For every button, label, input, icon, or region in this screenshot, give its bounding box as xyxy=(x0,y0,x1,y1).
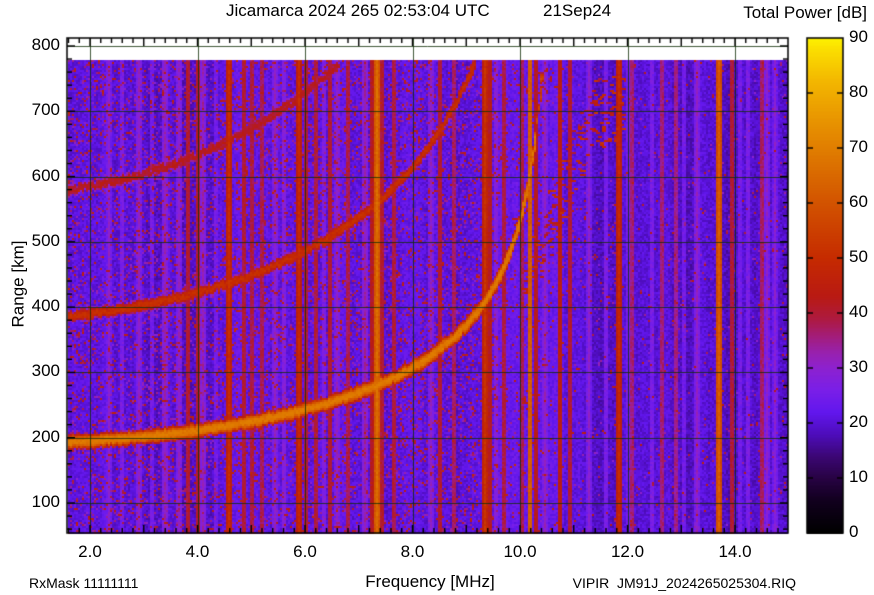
y-tick-label: 200 xyxy=(31,426,60,446)
colorbar-tick-label: 60 xyxy=(849,192,868,211)
x-tick-label: 4.0 xyxy=(185,542,210,561)
colorbar-tick-label: 40 xyxy=(849,302,868,321)
colorbar-tick-label: 70 xyxy=(849,137,868,156)
colorbar-tick-label: 80 xyxy=(849,82,868,101)
colorbar-title: Total Power [dB] xyxy=(743,3,867,22)
rx-mask-label: RxMask 11111111 xyxy=(29,575,139,591)
y-tick-label: 100 xyxy=(31,492,60,511)
x-tick-label: 12.0 xyxy=(610,542,645,561)
y-tick-label: 600 xyxy=(31,165,60,185)
y-tick-label: 700 xyxy=(31,100,60,120)
colorbar-tick-label: 50 xyxy=(849,247,868,266)
plot-date: 21Sep24 xyxy=(543,1,612,20)
colorbar-tick-label: 10 xyxy=(849,467,868,486)
colorbar-tick-label: 30 xyxy=(849,357,868,376)
x-tick-label: 14.0 xyxy=(718,542,752,561)
colorbar-tick-label: 20 xyxy=(849,412,868,431)
y-tick-label: 500 xyxy=(31,230,60,250)
x-axis-label: Frequency [MHz] xyxy=(365,572,495,591)
y-tick-label: 800 xyxy=(31,34,60,54)
x-tick-label: 2.0 xyxy=(78,542,102,561)
x-tick-label: 10.0 xyxy=(503,542,537,561)
x-tick-label: 8.0 xyxy=(400,542,425,561)
y-tick-label: 400 xyxy=(31,296,60,316)
data-file-label: VIPIR JM91J_2024265025304.RIQ xyxy=(572,575,796,591)
y-tick-label: 300 xyxy=(31,361,60,381)
plot-title: Jicamarca 2024 265 02:53:04 UTC xyxy=(226,1,490,20)
colorbar-tick-label: 90 xyxy=(849,27,868,46)
colorbar-tick-label: 0 xyxy=(849,522,859,541)
x-tick-label: 6.0 xyxy=(293,542,317,561)
